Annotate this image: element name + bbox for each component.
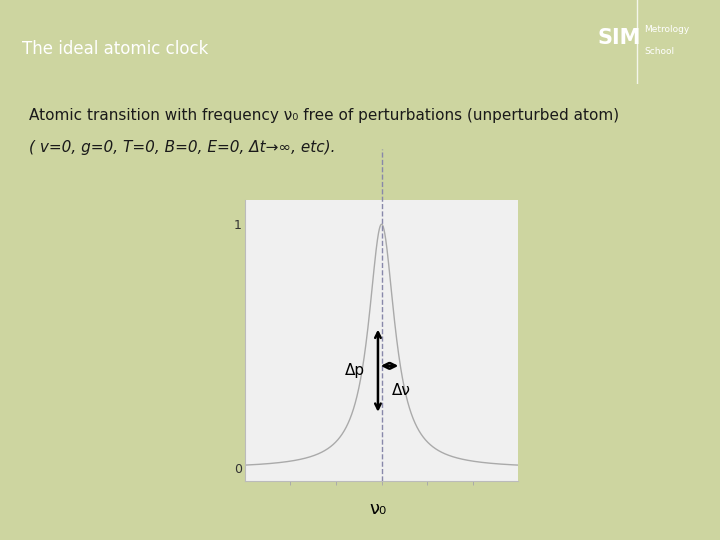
Text: Δp: Δp: [345, 363, 365, 378]
Text: ν₀: ν₀: [369, 500, 387, 517]
Text: The ideal atomic clock: The ideal atomic clock: [22, 39, 208, 58]
Text: Atomic transition with frequency ν₀ free of perturbations (unperturbed atom): Atomic transition with frequency ν₀ free…: [29, 108, 619, 123]
Text: Metrology: Metrology: [644, 25, 690, 34]
Text: ( v=0, g=0, T=0, B=0, E=0, Δt→∞, etc).: ( v=0, g=0, T=0, B=0, E=0, Δt→∞, etc).: [29, 140, 336, 156]
Text: School: School: [644, 48, 675, 56]
Text: SIM: SIM: [598, 28, 641, 48]
Text: Δν: Δν: [392, 383, 410, 398]
